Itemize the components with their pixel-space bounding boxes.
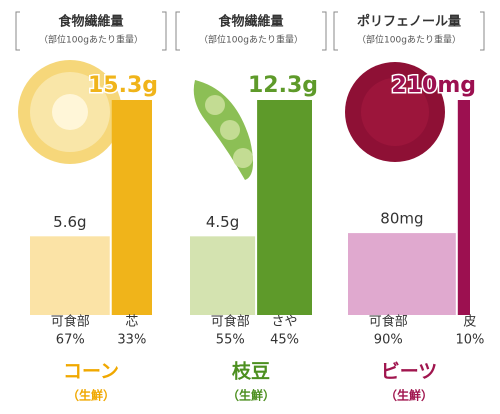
share-label: 33% <box>117 333 146 348</box>
share-label: 67% <box>56 333 85 348</box>
bar <box>457 100 470 315</box>
value-label: 4.5g <box>206 213 239 231</box>
edamame-image <box>193 80 254 180</box>
bar <box>30 236 110 315</box>
product-note: （生鮮） <box>67 388 115 403</box>
value-label: 5.6g <box>53 213 86 231</box>
value-label: 210mg <box>391 73 476 98</box>
category-label: 皮 <box>463 315 476 330</box>
category-label: 可食部 <box>51 314 90 330</box>
title-bracket <box>15 11 167 51</box>
category-label: 可食部 <box>211 314 250 330</box>
panel-subtitle: （部位100gあたり重量） <box>199 34 303 46</box>
share-label: 45% <box>270 333 299 348</box>
panel-title: 食物繊維量 <box>58 14 123 30</box>
title-bracket <box>175 11 327 51</box>
panel-subtitle: （部位100gあたり重量） <box>357 34 461 46</box>
bar <box>348 233 456 315</box>
product-name: ビーツ <box>381 361 438 383</box>
value-label: 80mg <box>380 210 423 228</box>
bar <box>190 236 256 315</box>
category-label: さや <box>272 315 298 330</box>
share-label: 55% <box>216 333 245 348</box>
bar <box>111 100 152 315</box>
corn-image <box>18 60 122 164</box>
panel-title: ポリフェノール量 <box>357 14 461 30</box>
bar <box>257 100 312 315</box>
product-note: （生鮮） <box>227 388 275 403</box>
value-label: 12.3g <box>248 73 318 98</box>
value-label: 15.3g <box>88 73 158 98</box>
panel-title: 食物繊維量 <box>218 14 283 30</box>
product-note: （生鮮） <box>385 388 433 403</box>
product-name: 枝豆 <box>232 360 270 383</box>
share-label: 90% <box>374 333 403 348</box>
share-label: 10% <box>455 333 484 348</box>
title-bracket <box>333 11 485 51</box>
category-label: 可食部 <box>369 314 408 330</box>
panel-subtitle: （部位100gあたり重量） <box>39 34 143 46</box>
category-label: 芯 <box>125 315 138 330</box>
product-name: コーン <box>63 361 119 383</box>
beet-image <box>345 62 445 162</box>
